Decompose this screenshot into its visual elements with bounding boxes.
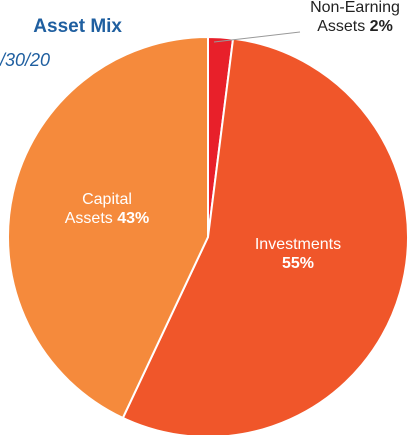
slices xyxy=(7,35,409,435)
category-label: Non-Earning Assets xyxy=(310,0,400,35)
leader-line xyxy=(213,31,301,43)
value-label: 2% xyxy=(369,18,393,35)
slice-label: Capital Assets 43% xyxy=(58,190,156,228)
category-label: Capital Assets xyxy=(64,191,132,227)
chart-subtitle: /30/20 xyxy=(0,50,51,70)
pie-slice xyxy=(7,35,209,420)
category-label: Investments xyxy=(254,236,342,253)
chart-title: Asset Mix xyxy=(33,16,122,37)
value-label: 55% xyxy=(281,255,315,272)
pie-slice xyxy=(121,37,409,435)
slice-label: Investments 55% xyxy=(248,235,348,273)
value-label: 43% xyxy=(117,210,150,227)
slice-label: Non-Earning Assets 2% xyxy=(300,0,410,36)
